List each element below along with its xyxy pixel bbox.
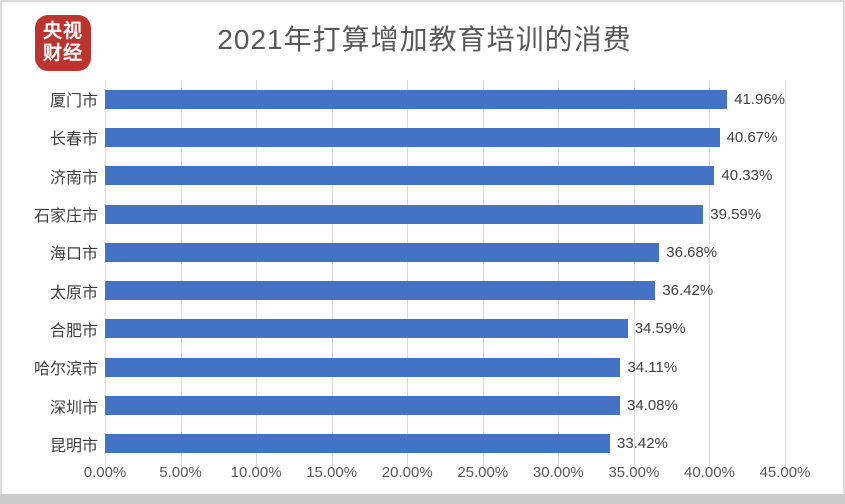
- value-label: 36.42%: [662, 282, 714, 300]
- bar: [105, 281, 656, 301]
- value-label: 40.33%: [721, 167, 773, 185]
- gridline: [709, 80, 711, 469]
- bar-row: 石家庄市 39.59%: [2, 195, 845, 233]
- bar-track: 33.42%: [105, 425, 785, 463]
- bar: [105, 319, 628, 339]
- axis-tick-label: 20.00%: [381, 464, 433, 481]
- axis-tick-label: 35.00%: [608, 464, 660, 481]
- chart-title: 2021年打算增加教育培训的消费: [217, 24, 632, 55]
- value-label: 39.59%: [710, 205, 762, 223]
- gridline: [558, 80, 560, 469]
- bar: [105, 357, 621, 377]
- cctv-finance-logo: 央视 财经: [35, 15, 91, 71]
- category-label: 哈尔滨市: [33, 361, 98, 379]
- axis-tick-label: 25.00%: [457, 464, 509, 481]
- value-label: 33.42%: [617, 435, 668, 453]
- bar-track: 36.42%: [105, 271, 785, 309]
- logo-line-1: 央视: [42, 21, 83, 42]
- value-label: 34.59%: [634, 320, 686, 338]
- axis-tick-label: 45.00%: [759, 464, 811, 481]
- category-label: 石家庄市: [33, 208, 98, 226]
- gridline: [180, 80, 182, 469]
- bar-rows: 厦门市 41.96% 长春市 40.67% 济南市 40.33%: [2, 80, 845, 463]
- gridline: [256, 80, 258, 469]
- bar-track: 41.96%: [105, 80, 785, 118]
- axis-tick-label: 5.00%: [159, 464, 202, 481]
- gridline: [331, 80, 333, 469]
- bar-track: 40.33%: [105, 157, 785, 195]
- bar: [105, 204, 704, 224]
- bar-track: 39.59%: [105, 195, 785, 233]
- gridline: [407, 80, 409, 469]
- bar-track: 34.11%: [105, 348, 785, 386]
- category-label: 海口市: [49, 246, 98, 264]
- bar-row: 合肥市 34.59%: [2, 310, 845, 348]
- bar-row: 深圳市 34.08%: [2, 386, 845, 424]
- category-label: 合肥市: [49, 322, 98, 340]
- bar: [105, 89, 728, 109]
- logo-line-2: 财经: [42, 43, 83, 64]
- category-label: 昆明市: [49, 437, 98, 455]
- axis-tick-label: 10.00%: [230, 464, 282, 481]
- category-label: 深圳市: [49, 399, 98, 417]
- bottom-gray-band: [0, 494, 845, 504]
- value-label: 41.96%: [734, 90, 785, 108]
- bar-row: 太原市 36.42%: [2, 271, 845, 309]
- category-label: 太原市: [49, 284, 98, 302]
- bar: [105, 396, 620, 416]
- axis-tick-label: 15.00%: [306, 464, 358, 481]
- bar: [105, 434, 610, 454]
- value-label: 40.67%: [726, 128, 778, 146]
- bar-row: 哈尔滨市 34.11%: [2, 348, 845, 386]
- value-label: 34.08%: [626, 397, 678, 415]
- value-label: 34.11%: [627, 358, 678, 376]
- axis-tick-label: 40.00%: [684, 464, 735, 481]
- category-label: 厦门市: [49, 93, 98, 111]
- value-label: 36.68%: [666, 243, 718, 261]
- bar-track: 34.59%: [105, 310, 785, 348]
- bar-track: 40.67%: [105, 118, 785, 156]
- bar-row: 厦门市 41.96%: [2, 80, 845, 118]
- gridlines-layer: [105, 80, 786, 469]
- plot-area: 厦门市 41.96% 长春市 40.67% 济南市 40.33%: [2, 80, 845, 469]
- axis-tick-label: 30.00%: [532, 464, 584, 481]
- axis-tick-label: 0.00%: [83, 464, 127, 481]
- gridline: [785, 80, 786, 469]
- gridline: [633, 80, 635, 469]
- bar-row: 海口市 36.68%: [2, 233, 845, 271]
- gridline: [482, 80, 484, 469]
- bar-track: 36.68%: [105, 233, 785, 271]
- category-label: 济南市: [49, 169, 98, 187]
- bar: [105, 127, 720, 147]
- bar: [105, 242, 660, 262]
- x-axis: 0.00% 5.00% 10.00% 15.00% 20.00% 25.00% …: [84, 464, 811, 484]
- bar-track: 34.08%: [105, 386, 785, 424]
- bar-row: 济南市 40.33%: [2, 157, 845, 195]
- category-label: 长春市: [49, 131, 98, 149]
- bar-row: 昆明市 33.42%: [2, 425, 845, 463]
- gridline: [105, 80, 106, 469]
- bar: [105, 166, 715, 186]
- bar-row: 长春市 40.67%: [2, 118, 845, 156]
